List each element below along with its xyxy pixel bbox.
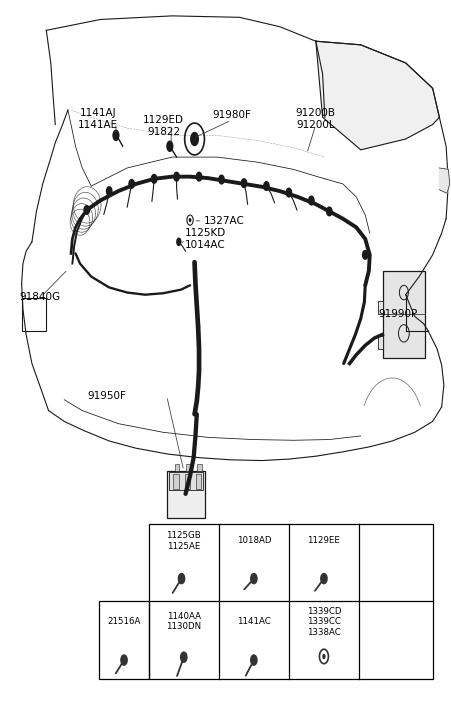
Text: 1140AA
1130DN: 1140AA 1130DN: [166, 612, 201, 631]
Bar: [22, 298, 46, 331]
Bar: [173, 474, 179, 489]
Circle shape: [176, 238, 181, 246]
Circle shape: [241, 179, 246, 188]
Circle shape: [189, 132, 198, 146]
Bar: [169, 473, 202, 490]
Bar: [166, 471, 204, 518]
Bar: [382, 270, 423, 358]
Text: 91950F: 91950F: [87, 391, 126, 401]
Text: 91840G: 91840G: [19, 292, 60, 302]
Bar: [377, 301, 382, 314]
Text: 1129ED: 1129ED: [143, 115, 183, 125]
Bar: [99, 601, 148, 678]
Bar: [377, 336, 382, 349]
Text: 1129EE: 1129EE: [307, 537, 340, 545]
Text: 1339CD
1339CC
1338AC: 1339CD 1339CC 1338AC: [306, 607, 341, 637]
Bar: [184, 474, 189, 489]
Text: 1125KD
1014AC: 1125KD 1014AC: [184, 228, 226, 250]
Circle shape: [129, 180, 134, 188]
Bar: [195, 474, 201, 489]
Text: 1141AC: 1141AC: [236, 617, 270, 626]
Circle shape: [308, 196, 313, 205]
Circle shape: [196, 172, 201, 181]
Circle shape: [151, 174, 156, 183]
Text: 21516A: 21516A: [107, 617, 140, 626]
Circle shape: [218, 175, 224, 184]
Text: 91990P: 91990P: [378, 309, 417, 319]
Text: 91200B
91200L: 91200B 91200L: [295, 108, 335, 129]
Circle shape: [84, 206, 89, 214]
Text: 1327AC: 1327AC: [203, 216, 244, 226]
Circle shape: [285, 188, 291, 197]
Circle shape: [322, 654, 325, 659]
Text: 91822: 91822: [147, 126, 180, 137]
Circle shape: [326, 207, 331, 216]
Circle shape: [120, 655, 127, 665]
Bar: [197, 464, 201, 471]
Circle shape: [263, 182, 268, 190]
Circle shape: [112, 129, 119, 141]
Bar: [186, 464, 190, 471]
Text: 1125GB
1125AE: 1125GB 1125AE: [166, 531, 201, 550]
Circle shape: [250, 574, 257, 584]
Circle shape: [174, 172, 179, 181]
Circle shape: [180, 652, 187, 662]
Text: 1018AD: 1018AD: [236, 537, 271, 545]
Circle shape: [178, 574, 184, 584]
Text: 91980F: 91980F: [212, 110, 250, 120]
Circle shape: [362, 251, 367, 260]
Circle shape: [250, 655, 257, 665]
Circle shape: [189, 218, 191, 222]
Circle shape: [320, 574, 327, 584]
Circle shape: [106, 187, 112, 196]
Polygon shape: [315, 41, 438, 150]
Text: 1141AJ
1141AE: 1141AJ 1141AE: [78, 108, 118, 129]
Bar: [175, 464, 179, 471]
Polygon shape: [438, 168, 449, 193]
Circle shape: [166, 140, 173, 152]
Bar: [148, 524, 432, 678]
